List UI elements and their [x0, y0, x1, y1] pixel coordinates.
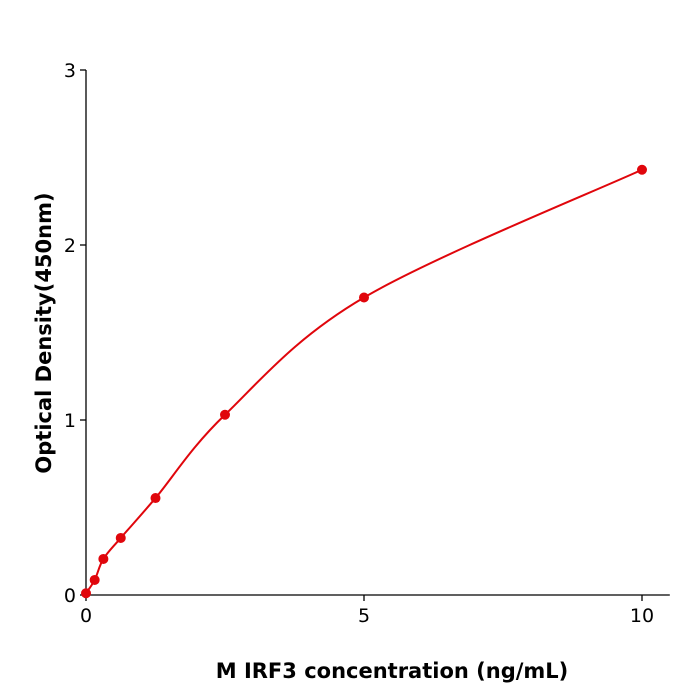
- x-tick-label: 5: [358, 605, 370, 627]
- data-point: [150, 493, 161, 504]
- y-tick-label: 3: [64, 60, 76, 82]
- data-point: [220, 409, 230, 420]
- data-point: [89, 574, 100, 585]
- y-tick-label: 0: [64, 585, 76, 607]
- y-tick-label: 1: [64, 410, 76, 432]
- y-axis-label: Optical Density(450nm): [32, 192, 56, 473]
- y-tick-label: 2: [64, 235, 76, 257]
- data-point: [98, 553, 109, 564]
- data-point: [637, 164, 647, 175]
- data-point: [359, 292, 369, 303]
- data-point: [115, 532, 126, 543]
- x-axis-label: M IRF3 concentration (ng/mL): [216, 659, 569, 683]
- x-tick-label: 10: [630, 605, 654, 627]
- x-tick-label: 0: [80, 605, 92, 627]
- fit-curve: [85, 168, 643, 594]
- data-point: [81, 588, 91, 599]
